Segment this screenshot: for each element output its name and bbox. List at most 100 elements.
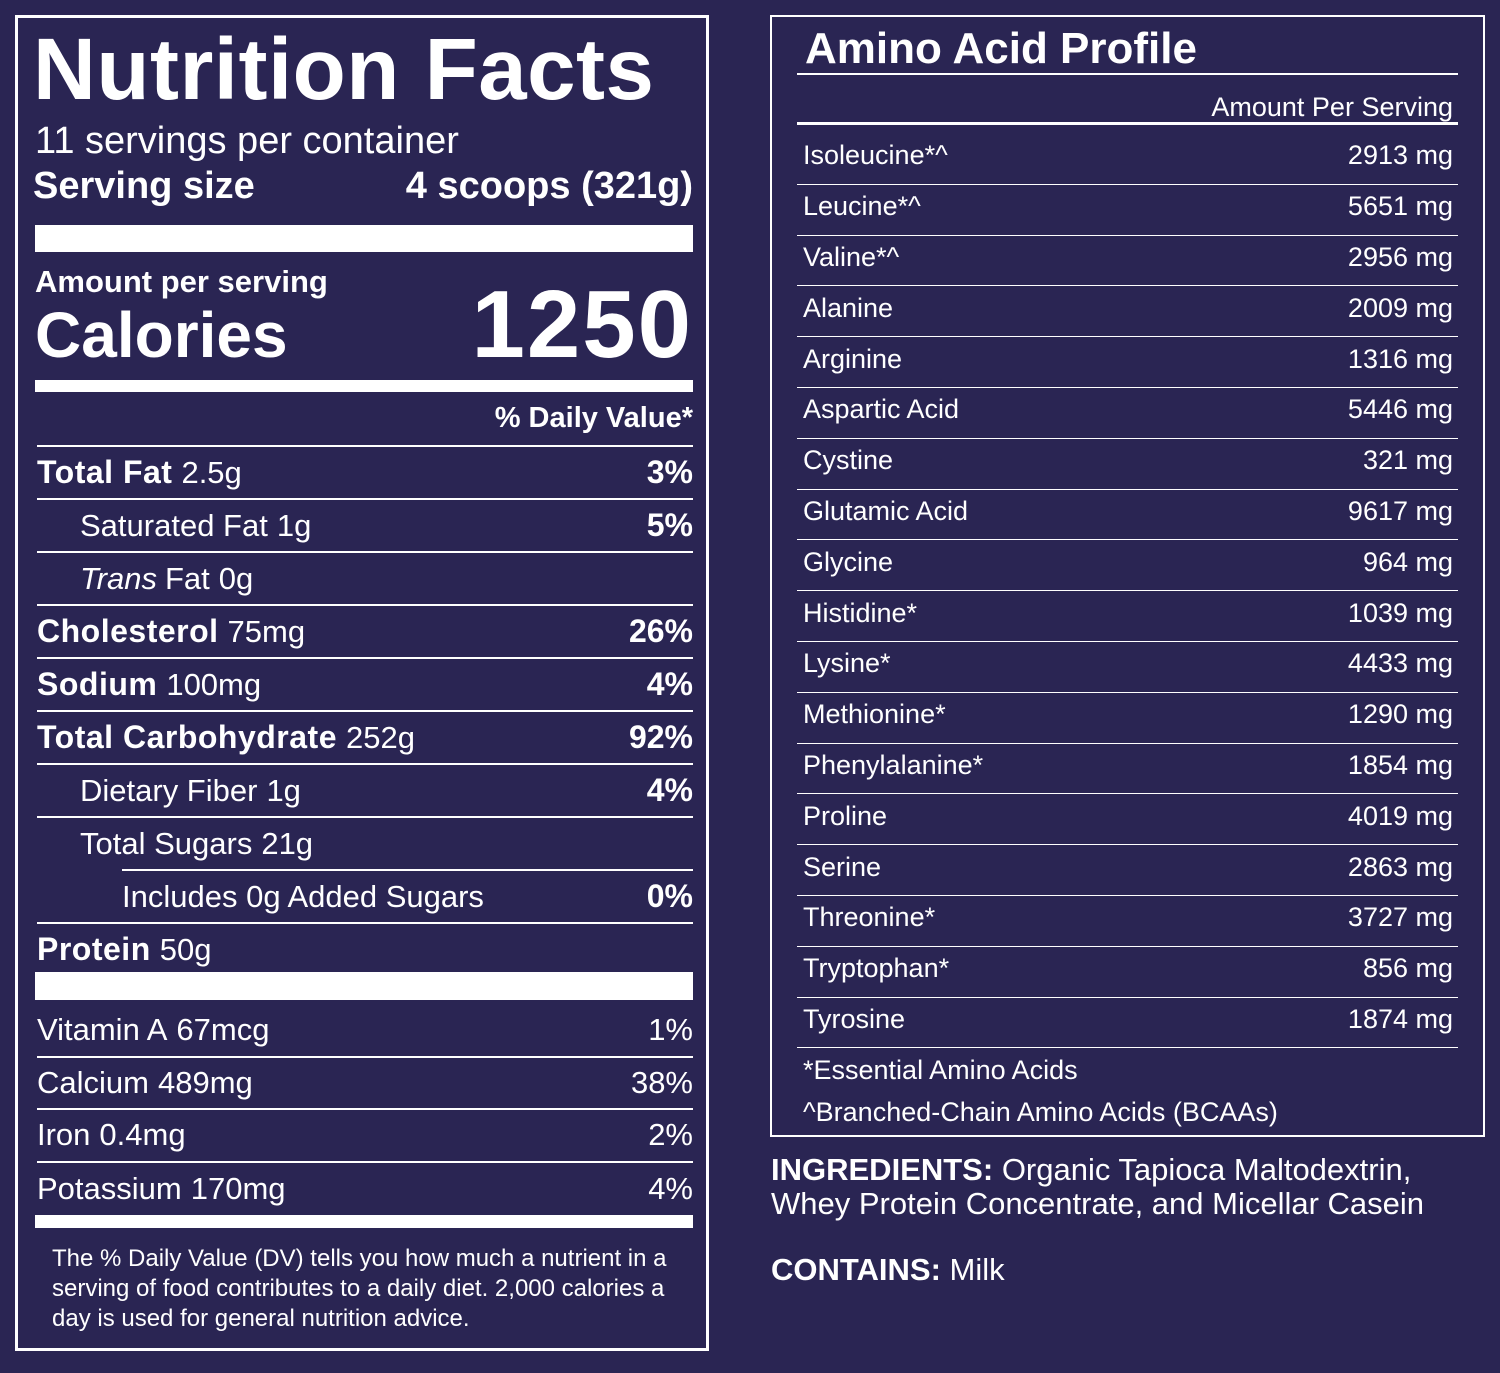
- nutrient-label: Trans Fat 0g: [37, 561, 253, 597]
- amino-note: ^Branched-Chain Amino Acids (BCAAs): [803, 1097, 1278, 1127]
- ingredients: INGREDIENTS: Organic Tapioca Maltodextri…: [771, 1153, 1491, 1221]
- nutrient-name: Total Fat: [37, 454, 173, 490]
- amino-name: Cystine: [803, 445, 894, 476]
- amino-name: Histidine*: [803, 597, 918, 628]
- nutrient-amount: 1g: [276, 507, 312, 543]
- vitamin-name: Vitamin A: [37, 1012, 168, 1048]
- thick-bar: [35, 972, 693, 1000]
- amount-per-serving: Amount per serving: [35, 264, 328, 299]
- nutrient-amount: 1g: [266, 772, 301, 808]
- daily-value: 26%: [628, 613, 693, 649]
- amino-row: Glutamic Acid 9617 mg: [797, 490, 1458, 541]
- nutrient-amount: 75mg: [227, 614, 306, 649]
- ingredients-label: INGREDIENTS:: [771, 1152, 994, 1187]
- nutrition-title: Nutrition Facts: [33, 21, 655, 118]
- nutrient-name: Fat: [164, 560, 210, 596]
- amino-name: Methionine*: [803, 699, 946, 730]
- contains-label: CONTAINS:: [771, 1252, 941, 1287]
- vitamin-row: Calcium 489mg 38%: [37, 1058, 693, 1110]
- amino-name: Arginine: [803, 343, 903, 374]
- nutrient-amount: 21g: [261, 825, 314, 861]
- amino-row: Isoleucine*^ 2913 mg: [797, 134, 1458, 185]
- nutrient-row: Protein 50g: [37, 922, 693, 975]
- amino-amount: 1290 mg: [1347, 699, 1453, 730]
- ingredients-text: Organic Tapioca Maltodextrin, Whey Prote…: [771, 1152, 1425, 1221]
- vitamin-daily-value: 4%: [648, 1170, 693, 1206]
- nutrient-amount: 252g: [346, 720, 415, 755]
- amino-row: Cystine 321 mg: [797, 439, 1458, 490]
- vitamin-amount: 67mcg: [176, 1012, 270, 1048]
- amino-header: Amount Per Serving: [1211, 92, 1453, 122]
- contains: CONTAINS: Milk: [771, 1252, 1005, 1288]
- amino-amount: 964 mg: [1362, 546, 1453, 577]
- amino-row: Lysine* 4433 mg: [797, 642, 1458, 693]
- vitamin-name: Iron: [37, 1117, 91, 1153]
- nutrient-name: Sodium: [37, 666, 158, 702]
- amino-amount: 321 mg: [1362, 445, 1453, 476]
- amino-amount: 1316 mg: [1347, 343, 1453, 374]
- amino-amount: 3727 mg: [1347, 902, 1453, 933]
- amino-row: Threonine* 3727 mg: [797, 896, 1458, 947]
- amino-name: Tyrosine: [803, 1003, 906, 1034]
- amino-name: Proline: [803, 800, 888, 831]
- vitamin-row: Potassium 170mg 4%: [37, 1163, 693, 1216]
- nutrient-label: Total Carbohydrate 252g: [37, 719, 415, 756]
- amino-row: Aspartic Acid 5446 mg: [797, 388, 1458, 439]
- nutrient-label: Total Fat 2.5g: [37, 454, 242, 491]
- rule: [797, 73, 1458, 75]
- nutrient-name: Protein: [37, 931, 151, 967]
- vitamin-amount: 0.4mg: [99, 1117, 186, 1153]
- amino-amount: 5446 mg: [1347, 394, 1453, 425]
- vitamin-label: Iron 0.4mg: [37, 1117, 186, 1153]
- amino-row: Serine 2863 mg: [797, 845, 1458, 896]
- thick-bar: [35, 225, 693, 252]
- nutrient-label: Cholesterol 75mg: [37, 613, 305, 650]
- amino-amount: 2956 mg: [1347, 241, 1453, 272]
- amino-amount: 5651 mg: [1347, 191, 1453, 222]
- serving-size-label: Serving size: [33, 165, 255, 207]
- nutrient-amount: 50g: [159, 932, 212, 967]
- amino-amount: 856 mg: [1362, 953, 1453, 984]
- rule: [797, 122, 1458, 125]
- nutrient-name: Includes 0g Added Sugars: [122, 878, 484, 914]
- nutrient-row: Cholesterol 75mg 26%: [37, 604, 693, 657]
- vitamin-row: Vitamin A 67mcg 1%: [37, 1005, 693, 1058]
- servings: 11 servings per container: [35, 120, 459, 162]
- amino-amount: 2913 mg: [1347, 140, 1453, 171]
- medium-bar: [35, 380, 693, 392]
- amino-name: Threonine*: [803, 902, 936, 933]
- amino-amount: 1039 mg: [1347, 597, 1453, 628]
- amino-name: Leucine*^: [803, 191, 921, 222]
- amino-name: Isoleucine*^: [803, 140, 948, 171]
- nutrient-name: Dietary Fiber: [80, 772, 258, 808]
- daily-value: 0%: [646, 878, 693, 914]
- amino-amount: 4433 mg: [1347, 648, 1453, 679]
- serving-size: Serving size 4 scoops (321g): [33, 165, 693, 208]
- amino-row: Tyrosine 1874 mg: [797, 998, 1458, 1049]
- daily-value: 4%: [646, 772, 693, 808]
- nutrient-label: Sodium 100mg: [37, 666, 261, 703]
- vitamin-row: Iron 0.4mg 2%: [37, 1110, 693, 1163]
- nutrient-label: Protein 50g: [37, 931, 211, 968]
- amino-note: *Essential Amino Acids: [803, 1055, 1078, 1085]
- amino-name: Valine*^: [803, 241, 900, 272]
- medium-bar: [35, 1215, 693, 1228]
- vitamin-label: Vitamin A 67mcg: [37, 1012, 269, 1048]
- amino-row: Valine*^ 2956 mg: [797, 236, 1458, 287]
- footnote: The % Daily Value (DV) tells you how muc…: [52, 1245, 667, 1332]
- amino-name: Lysine*: [803, 648, 891, 679]
- vitamin-amount: 170mg: [190, 1170, 286, 1206]
- daily-value: 5%: [646, 507, 693, 543]
- vitamin-label: Calcium 489mg: [37, 1065, 253, 1101]
- amino-name: Glycine: [803, 546, 894, 577]
- nutrient-label: Dietary Fiber 1g: [37, 773, 301, 809]
- amino-row: Phenylalanine* 1854 mg: [797, 744, 1458, 795]
- amino-box: [770, 15, 1485, 1137]
- nutrient-amount: 100mg: [166, 667, 262, 702]
- amino-row: Leucine*^ 5651 mg: [797, 185, 1458, 236]
- nutrient-row: Total Sugars 21g: [37, 816, 693, 869]
- amino-amount: 2009 mg: [1347, 292, 1453, 323]
- nutrient-name: Cholesterol: [37, 613, 219, 649]
- vitamin-name: Calcium: [37, 1064, 149, 1100]
